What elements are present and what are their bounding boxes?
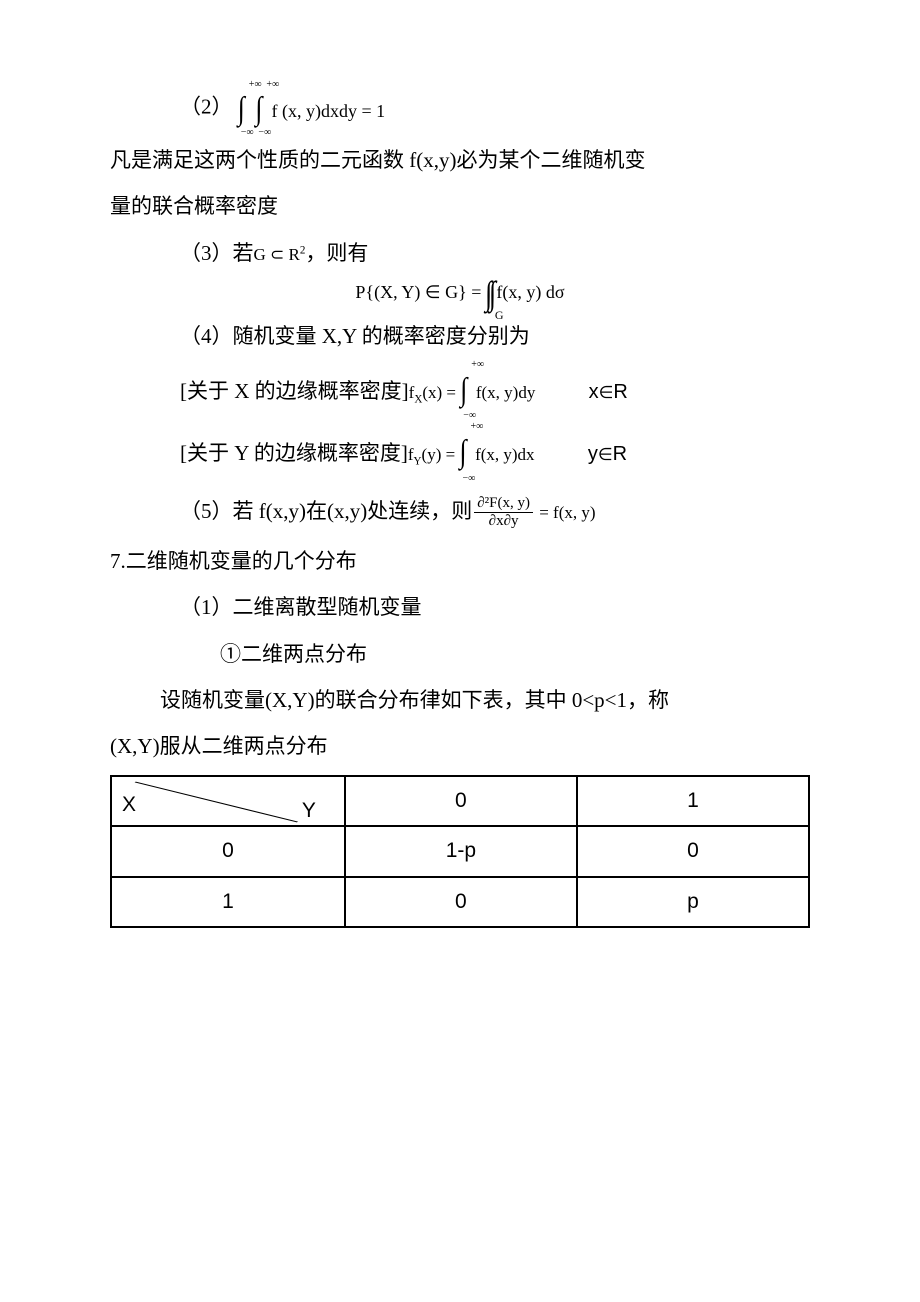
marginal-x-lead: [关于 X 的边缘概率密度] <box>180 379 409 403</box>
diag-row-label: X <box>122 782 136 828</box>
eq-3-lhs: P{(X, Y) ∈ G} = <box>355 282 485 302</box>
heading-7: 7.二维随机变量的几个分布 <box>110 538 810 584</box>
col-header-0: 0 <box>345 776 577 826</box>
satisfy-line-2: 量的联合概率密度 <box>110 183 810 229</box>
col-header-1: 1 <box>577 776 809 826</box>
cell: 1-p <box>345 826 577 876</box>
satisfy-line-1: 凡是满足这两个性质的二元函数 f(x,y)必为某个二维随机变 <box>110 137 810 183</box>
label-3: （3）若 <box>180 241 254 265</box>
table-header-row: X Y 0 1 <box>111 776 809 826</box>
marginal-x-cond: x∈R <box>589 368 628 416</box>
p5-frac: ∂²F(x, y)∂x∂y <box>474 496 533 531</box>
eq-2: ∫−∞+∞ ∫−∞+∞ f (x, y)dxdy = 1 <box>238 101 385 121</box>
tail-3: ，则有 <box>305 241 368 265</box>
property-3: （3）若G ⊂ R2，则有 <box>110 230 810 276</box>
twopoint-line-1: 设随机变量(X,Y)的联合分布律如下表，其中 0<p<1，称 <box>110 677 810 723</box>
marginal-x-eq: fX(x) = ∫−∞+∞ f(x, y)dy <box>409 383 536 402</box>
table-diag-header: X Y <box>111 776 345 826</box>
marginal-x: [关于 X 的边缘概率密度]fX(x) = ∫−∞+∞ f(x, y)dy x∈… <box>110 359 810 421</box>
eq-3-rhs: f(x, y) dσ <box>496 282 564 302</box>
marginal-y-cond: y∈R <box>588 430 627 478</box>
two-point-table: X Y 0 1 0 1-p 0 1 0 p <box>110 775 810 928</box>
cell: p <box>577 877 809 927</box>
document-page: （2） ∫−∞+∞ ∫−∞+∞ f (x, y)dxdy = 1 凡是满足这两个… <box>0 0 920 1302</box>
marginal-y-eq: fY(y) = ∫−∞+∞ f(x, y)dx <box>408 445 535 464</box>
p5-tail: = f(x, y) <box>535 503 596 522</box>
p5-lead: （5）若 f(x,y)在(x,y)处连续，则 <box>180 499 472 523</box>
row-label: 1 <box>111 877 345 927</box>
diag-col-label: Y <box>302 788 316 834</box>
table-row: 1 0 p <box>111 877 809 927</box>
cell: 0 <box>345 877 577 927</box>
heading-7-1: （1）二维离散型随机变量 <box>110 584 810 630</box>
eq-3: P{(X, Y) ∈ G} = ∫∫G f(x, y) dσ <box>110 278 810 307</box>
property-5: （5）若 f(x,y)在(x,y)处连续，则∂²F(x, y)∂x∂y = f(… <box>110 484 810 539</box>
marginal-y: [关于 Y 的边缘概率密度]fY(y) = ∫−∞+∞ f(x, y)dx y∈… <box>110 421 810 483</box>
heading-7-1-1: ①二维两点分布 <box>110 631 810 677</box>
property-2: （2） ∫−∞+∞ ∫−∞+∞ f (x, y)dxdy = 1 <box>110 80 810 137</box>
label-2: （2） <box>180 94 233 118</box>
cond-3: G ⊂ R2 <box>254 245 306 264</box>
table-row: 0 1-p 0 <box>111 826 809 876</box>
cell: 0 <box>577 826 809 876</box>
twopoint-line-2: (X,Y)服从二维两点分布 <box>110 723 810 769</box>
marginal-y-lead: [关于 Y 的边缘概率密度] <box>180 441 408 465</box>
